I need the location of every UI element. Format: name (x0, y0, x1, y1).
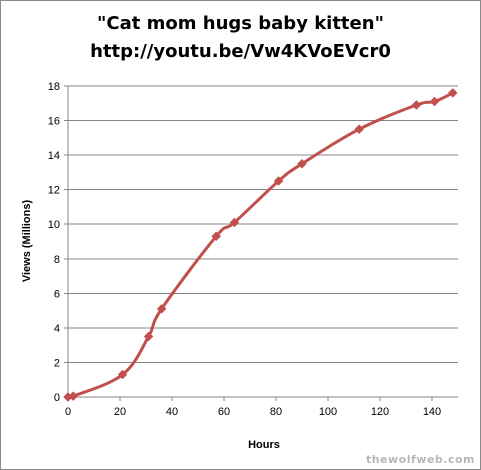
data-point-marker (117, 369, 128, 380)
data-point-marker (447, 88, 458, 98)
chart-title: "Cat mom hugs baby kitten" http://youtu.… (0, 10, 481, 66)
data-point-marker (211, 231, 222, 242)
y-tick-label: 6 (54, 288, 60, 300)
y-tick-label: 8 (54, 254, 60, 266)
y-tick-label: 18 (48, 81, 60, 93)
x-tick-label: 40 (166, 406, 178, 418)
data-point-marker (429, 96, 440, 107)
data-point-marker (156, 304, 167, 314)
watermark: thewolfweb.com (365, 453, 475, 466)
axes (64, 85, 458, 401)
x-tick-label: 100 (319, 406, 337, 418)
y-tick-label: 12 (48, 185, 60, 197)
x-tick-label: 120 (371, 406, 389, 418)
series-line (65, 91, 455, 400)
x-tick-label: 80 (270, 406, 282, 418)
x-tick-label: 140 (423, 406, 441, 418)
y-tick-labels: 0 2 4 6 8 10 12 14 16 18 (48, 81, 60, 404)
data-point-marker (143, 331, 154, 342)
x-tick-label: 0 (65, 406, 71, 418)
y-tick-label: 4 (54, 323, 60, 335)
y-tick-label: 0 (54, 392, 60, 404)
gridlines (68, 85, 458, 363)
chart-title-line-1: "Cat mom hugs baby kitten" (97, 13, 384, 34)
y-axis-label: Views (Millions) (21, 200, 33, 283)
data-point-marker (68, 391, 79, 401)
y-tick-label: 10 (48, 219, 60, 231)
y-tick-label: 14 (48, 150, 60, 162)
data-point-marker (273, 176, 284, 186)
x-tick-label: 60 (218, 406, 230, 418)
series-group (63, 88, 458, 402)
data-point-marker (354, 124, 365, 135)
chart-title-line-2: http://youtu.be/Vw4KVoEVcr0 (90, 41, 391, 62)
data-point-marker (229, 217, 240, 228)
x-tick-label: 20 (114, 406, 126, 418)
data-point-marker (297, 158, 307, 169)
y-tick-label: 2 (54, 357, 60, 369)
y-tick-label: 16 (48, 116, 60, 128)
x-tick-labels: 0 20 40 60 80 100 120 140 (65, 406, 441, 418)
data-point-marker (411, 100, 422, 110)
x-axis-label: Hours (248, 439, 280, 451)
